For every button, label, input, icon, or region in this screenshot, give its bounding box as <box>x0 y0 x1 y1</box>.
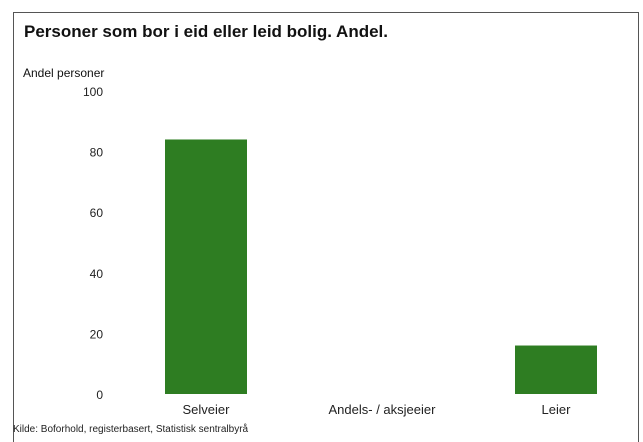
y-tick-label: 60 <box>90 206 104 220</box>
chart-title: Personer som bor i eid eller leid bolig.… <box>24 22 389 41</box>
bar <box>165 139 247 394</box>
y-axis-label: Andel personer <box>23 66 105 80</box>
y-tick-label: 0 <box>96 388 103 402</box>
y-tick-label: 80 <box>90 146 104 160</box>
source-note: Kilde: Boforhold, registerbasert, Statis… <box>13 424 249 435</box>
x-category-label: Andels- / aksjeeier <box>329 402 437 417</box>
y-tick-label: 100 <box>83 85 103 99</box>
bar <box>515 345 597 394</box>
y-tick-label: 40 <box>90 267 104 281</box>
x-category-label: Selveier <box>183 402 231 417</box>
x-category-label: Leier <box>542 402 572 417</box>
y-tick-label: 20 <box>90 327 104 341</box>
